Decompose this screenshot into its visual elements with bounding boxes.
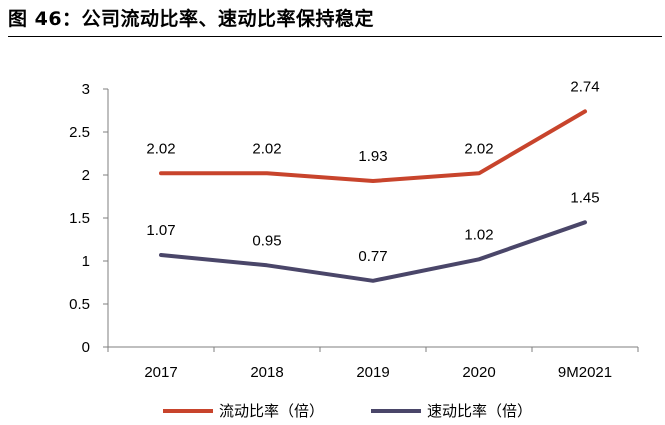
quick-ratio-data-label: 0.95 — [252, 232, 281, 249]
x-tick-label: 2017 — [144, 364, 177, 381]
x-tick-label: 2020 — [462, 364, 495, 381]
legend-label-current-ratio: 流动比率（倍） — [219, 403, 324, 420]
current-ratio-data-label: 2.02 — [252, 140, 281, 157]
x-tick-label: 9M2021 — [558, 364, 612, 381]
y-tick-label: 3 — [82, 81, 90, 98]
quick-ratio-data-label: 1.45 — [570, 189, 599, 206]
figure-title: 图 46：公司流动比率、速动比率保持稳定 — [8, 8, 375, 30]
quick-ratio-data-label: 0.77 — [358, 248, 387, 265]
quick-ratio-line — [159, 220, 587, 283]
x-tick-label: 2018 — [250, 364, 283, 381]
y-tick-label: 1 — [82, 253, 90, 270]
current-ratio-data-label: 2.02 — [464, 140, 493, 157]
quick-ratio-data-label: 1.02 — [464, 226, 493, 243]
y-tick-label: 2 — [82, 167, 90, 184]
y-tick-label: 1.5 — [69, 210, 90, 227]
y-tick-label: 0 — [82, 339, 90, 356]
current-ratio-line — [159, 109, 587, 183]
y-tick-label: 0.5 — [69, 296, 90, 313]
current-ratio-data-label: 2.02 — [146, 140, 175, 157]
current-ratio-data-label: 2.74 — [570, 78, 599, 95]
x-tick-label: 2019 — [356, 364, 389, 381]
current-ratio-data-label: 1.93 — [358, 148, 387, 165]
y-tick-label: 2.5 — [69, 124, 90, 141]
legend-label-quick-ratio: 速动比率（倍） — [427, 403, 532, 420]
title-divider — [8, 36, 662, 37]
quick-ratio-data-label: 1.07 — [146, 222, 175, 239]
